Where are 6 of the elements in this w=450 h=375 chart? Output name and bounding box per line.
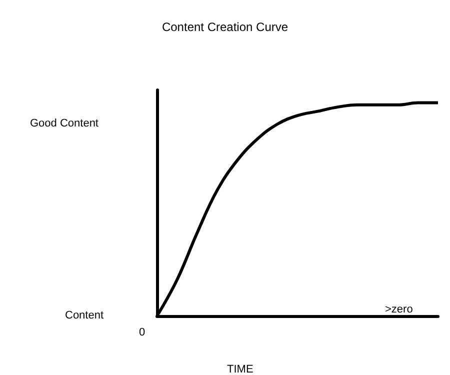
text: Good Content	[30, 118, 98, 130]
text: 0	[139, 326, 146, 338]
x-axis-title: TIME	[227, 364, 254, 375]
text: Content	[65, 310, 104, 322]
chart-title: Content Creation Curve	[162, 20, 288, 34]
annotation: >zero	[385, 304, 413, 316]
